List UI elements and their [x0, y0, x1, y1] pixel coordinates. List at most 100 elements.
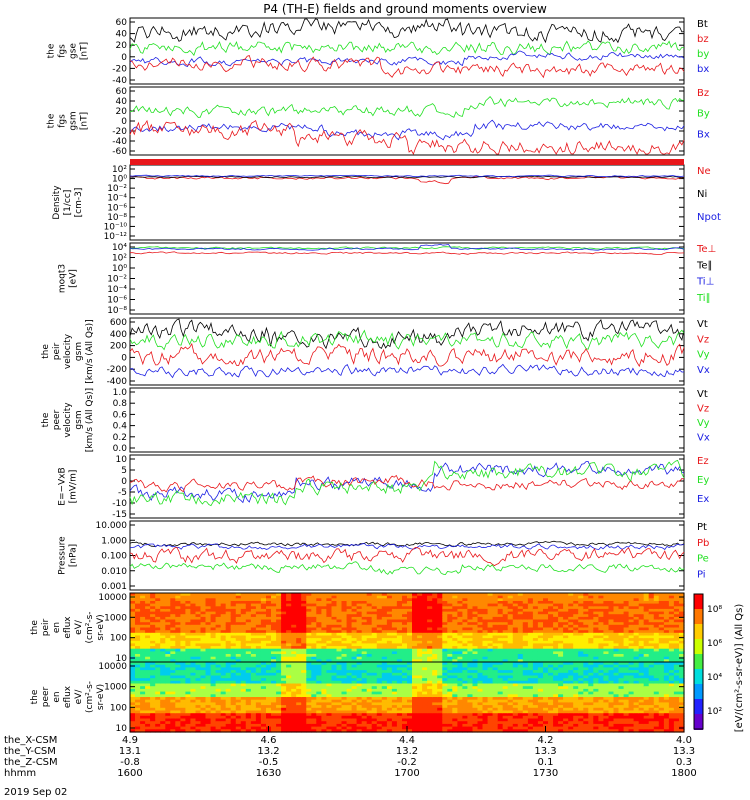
spectrogram-cell: [507, 662, 514, 666]
spectrogram-cell: [316, 694, 322, 698]
spectrogram-cell: [462, 683, 468, 687]
spectrogram-cell: [653, 611, 660, 615]
spectrogram-cell: [512, 651, 519, 655]
spectrogram-cell: [396, 656, 403, 660]
spectrogram-cell: [336, 635, 343, 639]
spectrogram-cell: [573, 635, 579, 639]
spectrogram-cell: [497, 713, 504, 717]
spectrogram-cell: [291, 691, 297, 695]
spectrogram-cell: [663, 606, 670, 610]
spectrogram-cell: [291, 718, 297, 722]
spectrogram-cell: [235, 632, 242, 637]
spectrogram-cell: [366, 606, 373, 610]
spectrogram-cell: [487, 710, 494, 714]
spectrogram-cell: [281, 648, 287, 652]
spectrogram-cell: [447, 593, 453, 597]
spectrogram-cell: [235, 630, 242, 634]
spectrogram-cell: [537, 616, 544, 621]
spectrogram-cell: [412, 624, 418, 629]
spectrogram-cell: [286, 675, 292, 679]
spectrogram-cell: [331, 595, 338, 599]
spectrogram-cell: [472, 662, 479, 666]
spectrogram-cell: [633, 624, 640, 629]
spectrogram-cell: [165, 606, 171, 610]
spectrogram-cell: [205, 608, 212, 613]
spectrogram-cell: [150, 688, 156, 693]
spectrogram-cell: [437, 683, 443, 687]
spectrogram-cell: [205, 707, 212, 712]
spectrogram-cell: [240, 622, 247, 626]
spectrogram-cell: [371, 656, 378, 660]
spectrogram-cell: [391, 664, 398, 668]
spectrogram-cell: [623, 630, 630, 634]
spectrogram-cell: [165, 721, 171, 725]
spectrogram-cell: [522, 630, 529, 634]
spectrogram-cell: [663, 603, 670, 607]
spectrogram-cell: [286, 662, 292, 666]
spectrogram-cell: [276, 672, 282, 677]
spectrogram-cell: [442, 608, 448, 613]
spectrogram-cell: [170, 721, 176, 725]
spectrogram-cell: [588, 627, 594, 631]
spectrogram-cell: [316, 702, 322, 706]
spectrogram-cell: [658, 614, 665, 618]
spectrogram-cell: [558, 638, 564, 642]
spectrogram-cell: [135, 638, 141, 642]
spectrogram-cell: [185, 710, 191, 714]
spectrogram-cell: [326, 699, 332, 703]
spectrogram-cell: [311, 688, 317, 693]
spectrogram-cell: [260, 646, 267, 650]
spectrogram-cell: [442, 659, 448, 663]
spectrogram-cell: [286, 664, 292, 668]
spectrogram-cell: [296, 630, 302, 634]
spectrogram-cell: [457, 595, 463, 599]
spectrogram-cell: [190, 718, 196, 722]
spectrogram-cell: [276, 622, 282, 626]
spectrogram-cell: [160, 664, 166, 668]
spectrogram-cell: [286, 670, 292, 674]
spectrogram-cell: [185, 670, 191, 674]
spectrogram-cell: [532, 606, 539, 610]
spectrogram-cell: [422, 595, 428, 599]
spectrogram-cell: [326, 606, 332, 610]
spectrogram-cell: [653, 608, 660, 613]
spectrogram-cell: [588, 601, 594, 605]
spectrogram-cell: [195, 627, 202, 631]
spectrogram-cell: [381, 646, 388, 650]
spectrogram-cell: [235, 715, 242, 720]
spectrogram-cell: [563, 608, 569, 613]
spectrogram-cell: [412, 595, 418, 599]
spectrogram-cell: [432, 659, 438, 663]
spectrogram-cell: [437, 651, 443, 655]
spectrogram-cell: [195, 606, 202, 610]
spectrogram-cell: [371, 593, 378, 597]
spectrogram-cell: [588, 656, 594, 660]
spectrogram-cell: [502, 624, 509, 629]
spectrogram-cell: [291, 683, 297, 687]
spectrogram-cell: [472, 608, 479, 613]
spectrogram-cell: [502, 726, 509, 730]
spectrogram-cell: [170, 608, 176, 613]
spectrogram-cell: [356, 630, 363, 634]
spectrogram-cell: [407, 707, 413, 712]
spectrogram-cell: [331, 664, 338, 668]
spectrogram-cell: [215, 619, 222, 623]
spectrogram-cell: [135, 595, 141, 599]
spectrogram-cell: [543, 646, 549, 650]
spectrogram-cell: [457, 638, 463, 642]
spectrogram-cell: [316, 627, 322, 631]
spectrogram-cell: [316, 707, 322, 712]
spectrogram-cell: [255, 662, 262, 666]
spectrogram-cell: [417, 694, 423, 698]
spectrogram-cell: [306, 627, 312, 631]
spectrogram-cell: [341, 702, 348, 706]
spectrogram-cell: [396, 611, 403, 615]
spectrogram-cell: [381, 664, 388, 668]
spectrogram-cell: [331, 643, 338, 647]
spectrogram-cell: [240, 598, 247, 602]
spectrogram-cell: [160, 646, 166, 650]
spectrogram-cell: [376, 715, 383, 720]
spectrogram-cell: [281, 702, 287, 706]
spectrogram-cell: [175, 654, 181, 658]
spectrogram-cell: [402, 718, 408, 722]
